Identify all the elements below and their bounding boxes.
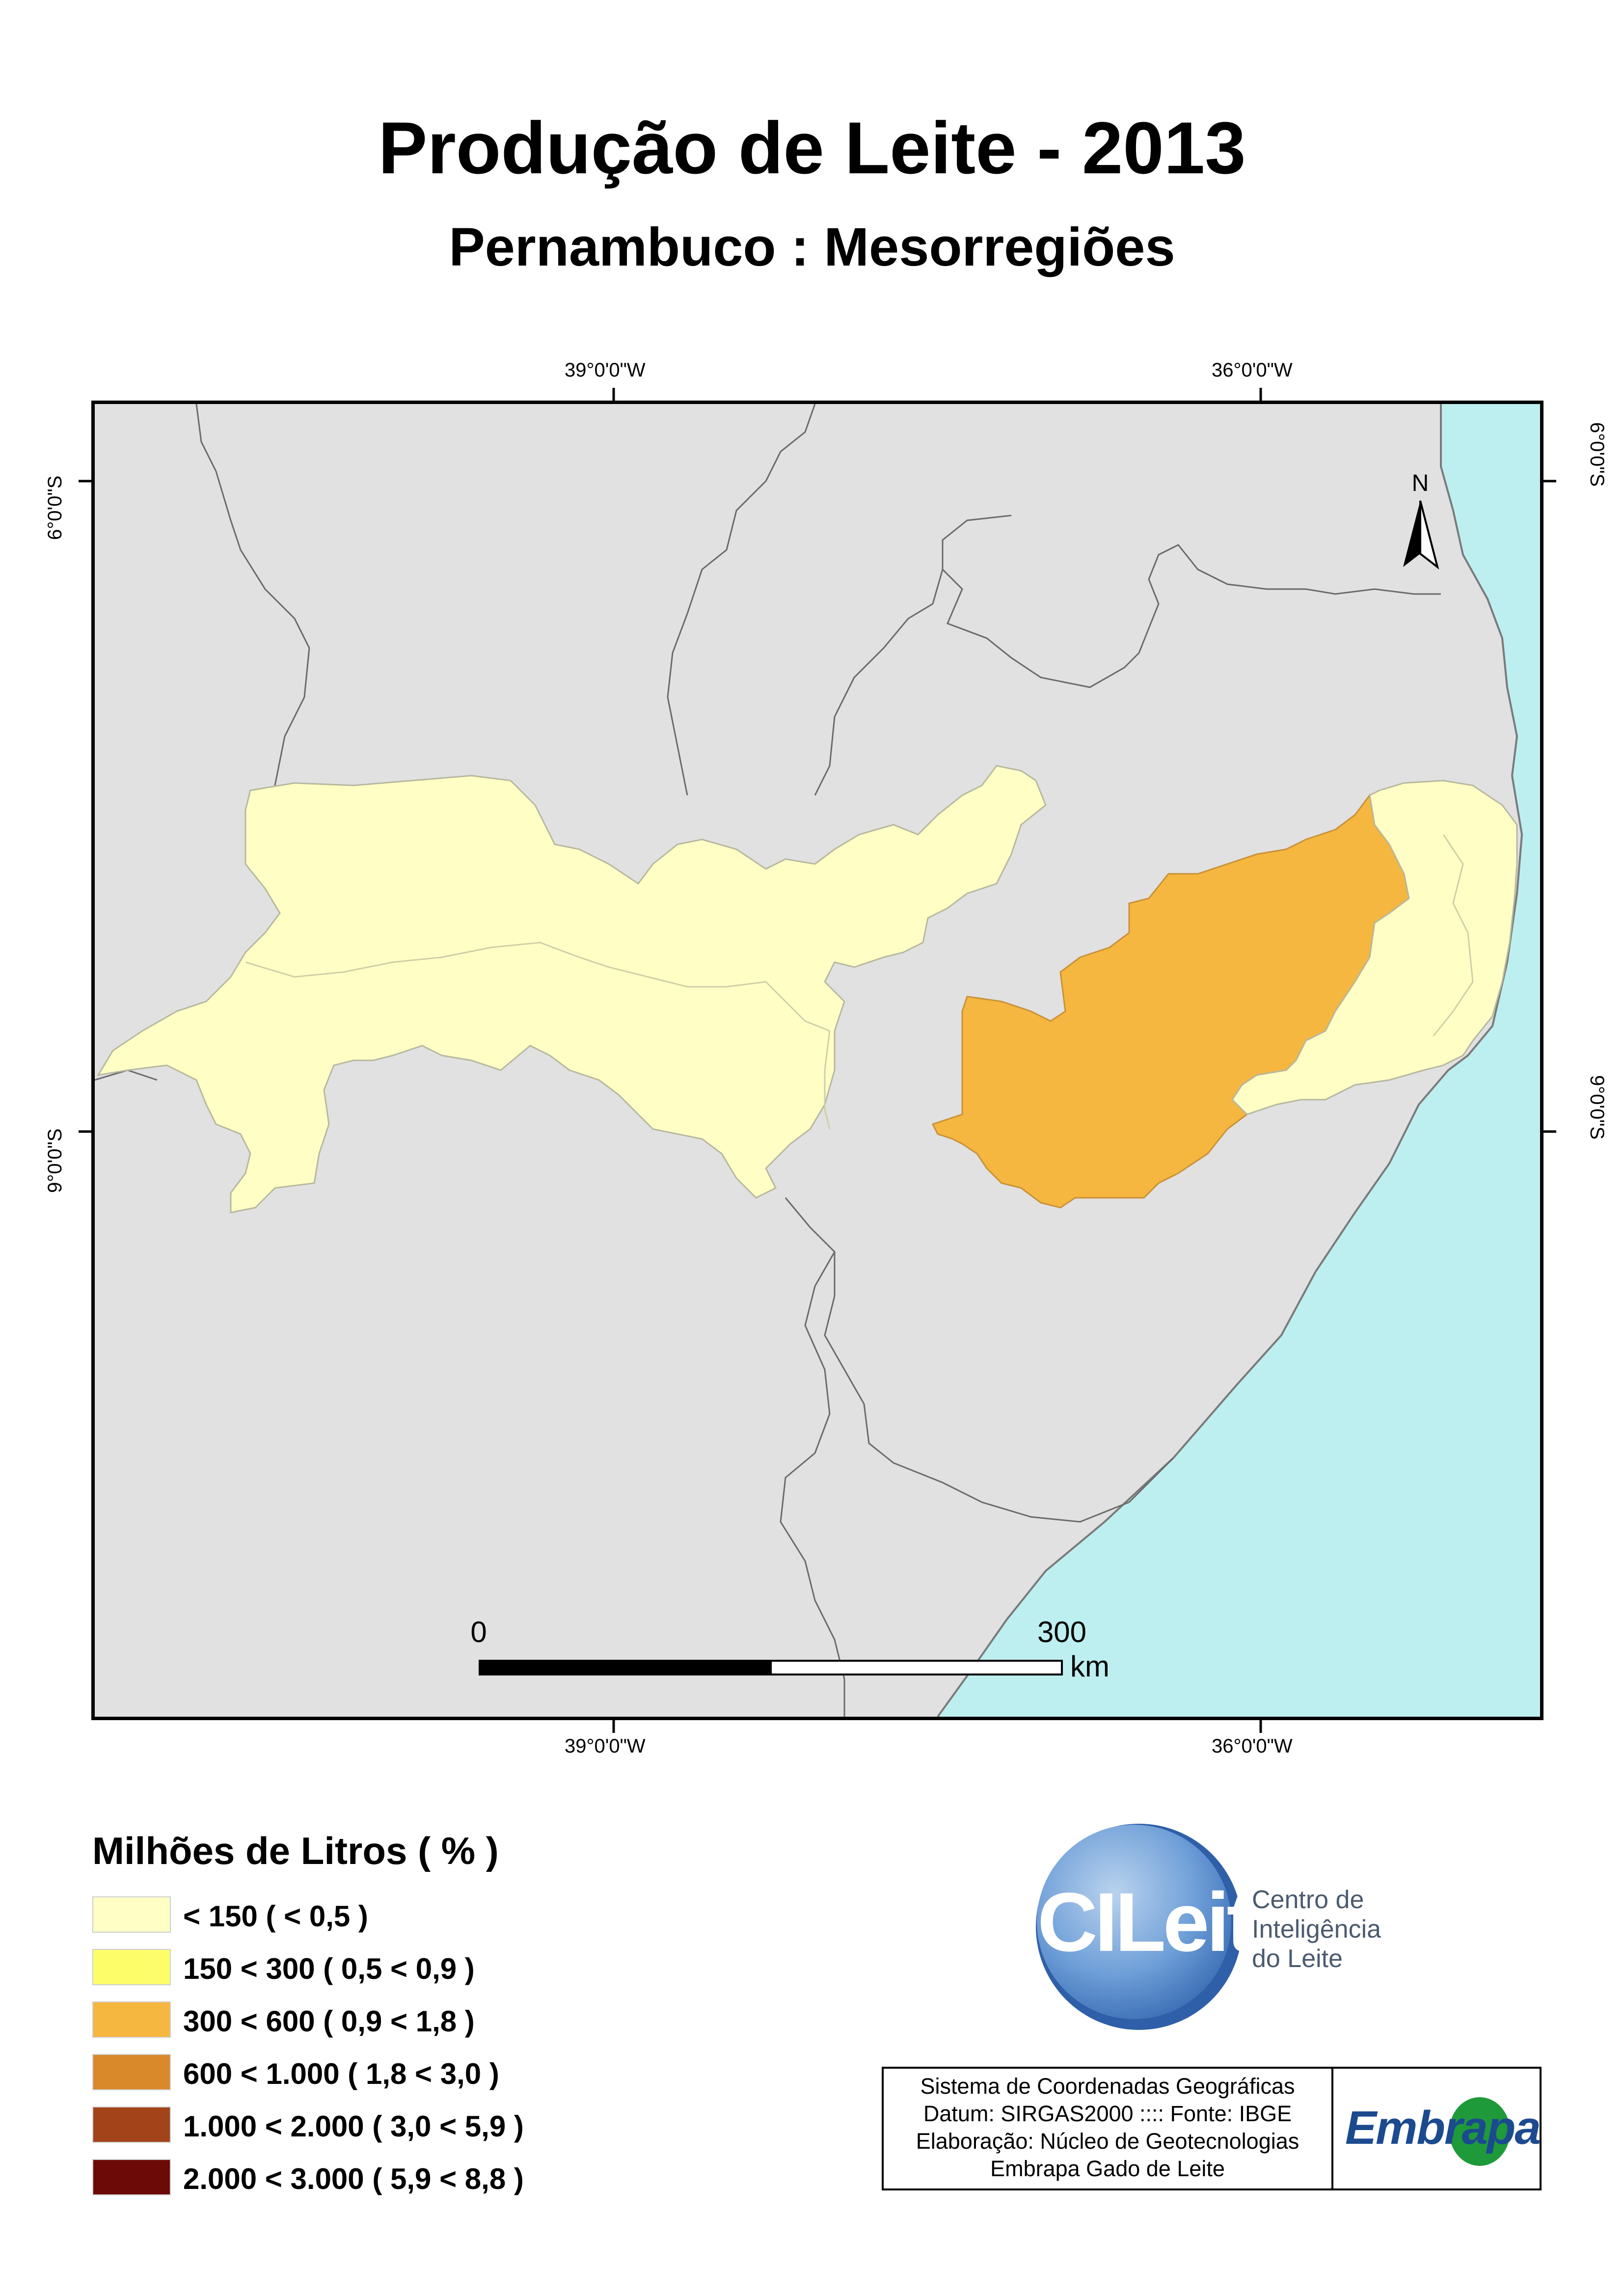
lon-label-bottom-36w: 36°0'0"W xyxy=(1212,1735,1293,1757)
logo-disc xyxy=(1037,1825,1231,2019)
scale-start-label: 0 xyxy=(470,1616,487,1648)
embrapa-green-shape xyxy=(1449,2097,1510,2166)
lon-label-top-36w: 36°0'0"W xyxy=(1212,359,1293,381)
legend-swatch xyxy=(92,2054,171,2090)
legend-swatch xyxy=(92,1949,171,1985)
legend-label: 300 < 600 ( 0,9 < 1,8 ) xyxy=(183,2005,475,2038)
cileite-logo: CILeite Centro de Inteligência do Leite xyxy=(1029,1816,1402,2037)
scale-bar: 0 300 km xyxy=(470,1616,1110,1683)
cileite-wordmark: CILeite xyxy=(1037,1876,1298,1969)
sea-area xyxy=(938,404,1540,1717)
info-line-1: Sistema de Coordenadas Geográficas xyxy=(920,2074,1295,2099)
legend-swatch xyxy=(92,1896,171,1933)
legend-label: 2.000 < 3.000 ( 5,9 < 8,8 ) xyxy=(183,2162,524,2195)
scale-bar-white-segment xyxy=(770,1660,1063,1675)
legend-label: 1.000 < 2.000 ( 3,0 < 5,9 ) xyxy=(183,2110,524,2143)
region-mata-internal-border xyxy=(1433,834,1474,1036)
info-line-4: Embrapa Gado de Leite xyxy=(990,2156,1225,2181)
legend-item: < 150 ( < 0,5 ) xyxy=(92,1896,681,1936)
border-rn-paraiba xyxy=(942,514,1441,688)
state-borders xyxy=(95,404,1441,1717)
coastline xyxy=(937,404,1523,1717)
north-label: N xyxy=(1412,470,1429,496)
embrapa-logo-graphic xyxy=(1449,2097,1510,2166)
border-paraiba-north xyxy=(814,569,944,796)
legend-item: 2.000 < 3.000 ( 5,9 < 8,8 ) xyxy=(92,2159,681,2198)
legend-title: Milhões de Litros ( % ) xyxy=(92,1829,499,1872)
legend-label: 600 < 1.000 ( 1,8 < 3,0 ) xyxy=(183,2057,499,2090)
map-canvas: N 0 300 km xyxy=(95,404,1540,1717)
region-sertao-pernambucano xyxy=(97,765,1047,1214)
border-alagoas-sergipe xyxy=(785,1197,1174,1523)
logo-line1: Centro de xyxy=(1252,1886,1364,1914)
lon-label-bottom-39w: 39°0'0"W xyxy=(565,1735,646,1757)
info-line-3: Elaboração: Núcleo de Geotecnologias xyxy=(916,2129,1299,2154)
lon-label-top-39w: 39°0'0"W xyxy=(565,359,646,381)
legend-label: < 150 ( < 0,5 ) xyxy=(183,1900,368,1933)
logo-line3: do Leite xyxy=(1252,1944,1343,1973)
info-text: Sistema de Coordenadas Geográficas Datum… xyxy=(884,2069,1333,2188)
legend-swatch xyxy=(92,2106,171,2143)
scale-end-label: 300 xyxy=(1037,1616,1086,1648)
info-box: Sistema de Coordenadas Geográficas Datum… xyxy=(882,2067,1542,2190)
legend-item: 300 < 600 ( 0,9 < 1,8 ) xyxy=(92,2001,681,2041)
border-bahia-sergipe xyxy=(780,1251,845,1717)
embrapa-logo: Embrapa xyxy=(1336,2069,1541,2188)
region-internal-border-2 xyxy=(824,1030,831,1130)
legend-swatch xyxy=(92,2159,171,2195)
legend-item: 600 < 1.000 ( 1,8 < 3,0 ) xyxy=(92,2054,681,2093)
legend-label: 150 < 300 ( 0,5 < 0,9 ) xyxy=(183,1952,475,1985)
legend-swatch xyxy=(92,2001,171,2038)
info-line-2: Datum: SIRGAS2000 :::: Fonte: IBGE xyxy=(923,2101,1292,2126)
scale-unit-label: km xyxy=(1070,1650,1110,1683)
map-subtitle: Pernambuco : Mesorregiões xyxy=(449,217,1175,277)
logo-line2: Inteligência xyxy=(1252,1915,1381,1944)
legend-item: 150 < 300 ( 0,5 < 0,9 ) xyxy=(92,1949,681,1988)
embrapa-wordmark: Embrapa xyxy=(1345,2102,1541,2154)
cileite-logo-graphic xyxy=(1036,1824,1242,2030)
region-sao-francisco-internal-border xyxy=(245,942,830,1032)
border-ceara-piaui xyxy=(195,404,310,786)
north-arrow-icon: N xyxy=(1403,470,1439,570)
map-title: Produção de Leite - 2013 xyxy=(378,107,1246,189)
border-ceara-paraiba xyxy=(667,404,816,796)
legend-item: 1.000 < 2.000 ( 3,0 < 5,9 ) xyxy=(92,2106,681,2146)
region-mata-metropolitana xyxy=(1231,780,1518,1115)
map-frame: N 0 300 km xyxy=(91,401,1543,1720)
scale-bar-black-segment xyxy=(479,1660,772,1675)
